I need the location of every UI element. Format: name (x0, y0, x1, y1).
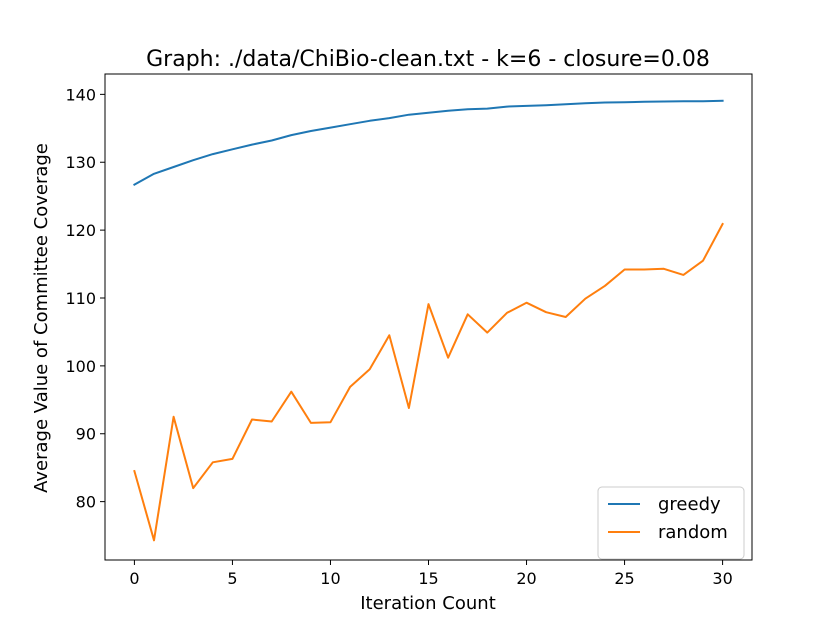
y-tick-label: 80 (76, 493, 96, 512)
y-tick-label: 120 (65, 221, 96, 240)
x-tick-label: 5 (227, 569, 237, 588)
y-tick-label: 130 (65, 153, 96, 172)
series-line-greedy (133, 99, 724, 186)
y-tick-label: 90 (76, 425, 96, 444)
x-tick-label: 10 (320, 569, 340, 588)
axes-layer: 0 5 10 15 20 25 30 80 90 100 110 120 130 140 (65, 73, 753, 588)
y-axis-label: Average Value of Committee Coverage (31, 143, 52, 493)
x-tick-label: 20 (516, 569, 536, 588)
legend-label-greedy: greedy (658, 494, 721, 515)
x-axis-label: Iteration Count (360, 593, 496, 614)
legend: greedy random (597, 486, 745, 560)
y-tick-label: 110 (65, 289, 96, 308)
series-layer (133, 99, 724, 542)
x-tick-label: 0 (129, 569, 139, 588)
series-line-random (133, 222, 724, 542)
y-tick-label: 100 (65, 357, 96, 376)
y-tick-label: 140 (65, 85, 96, 104)
x-tick-label: 30 (712, 569, 732, 588)
legend-label-random: random (658, 522, 728, 543)
x-tick-label: 15 (418, 569, 438, 588)
chart-title: Graph: ./data/ChiBio-clean.txt - k=6 - c… (146, 47, 710, 72)
x-tick-label: 25 (614, 569, 634, 588)
